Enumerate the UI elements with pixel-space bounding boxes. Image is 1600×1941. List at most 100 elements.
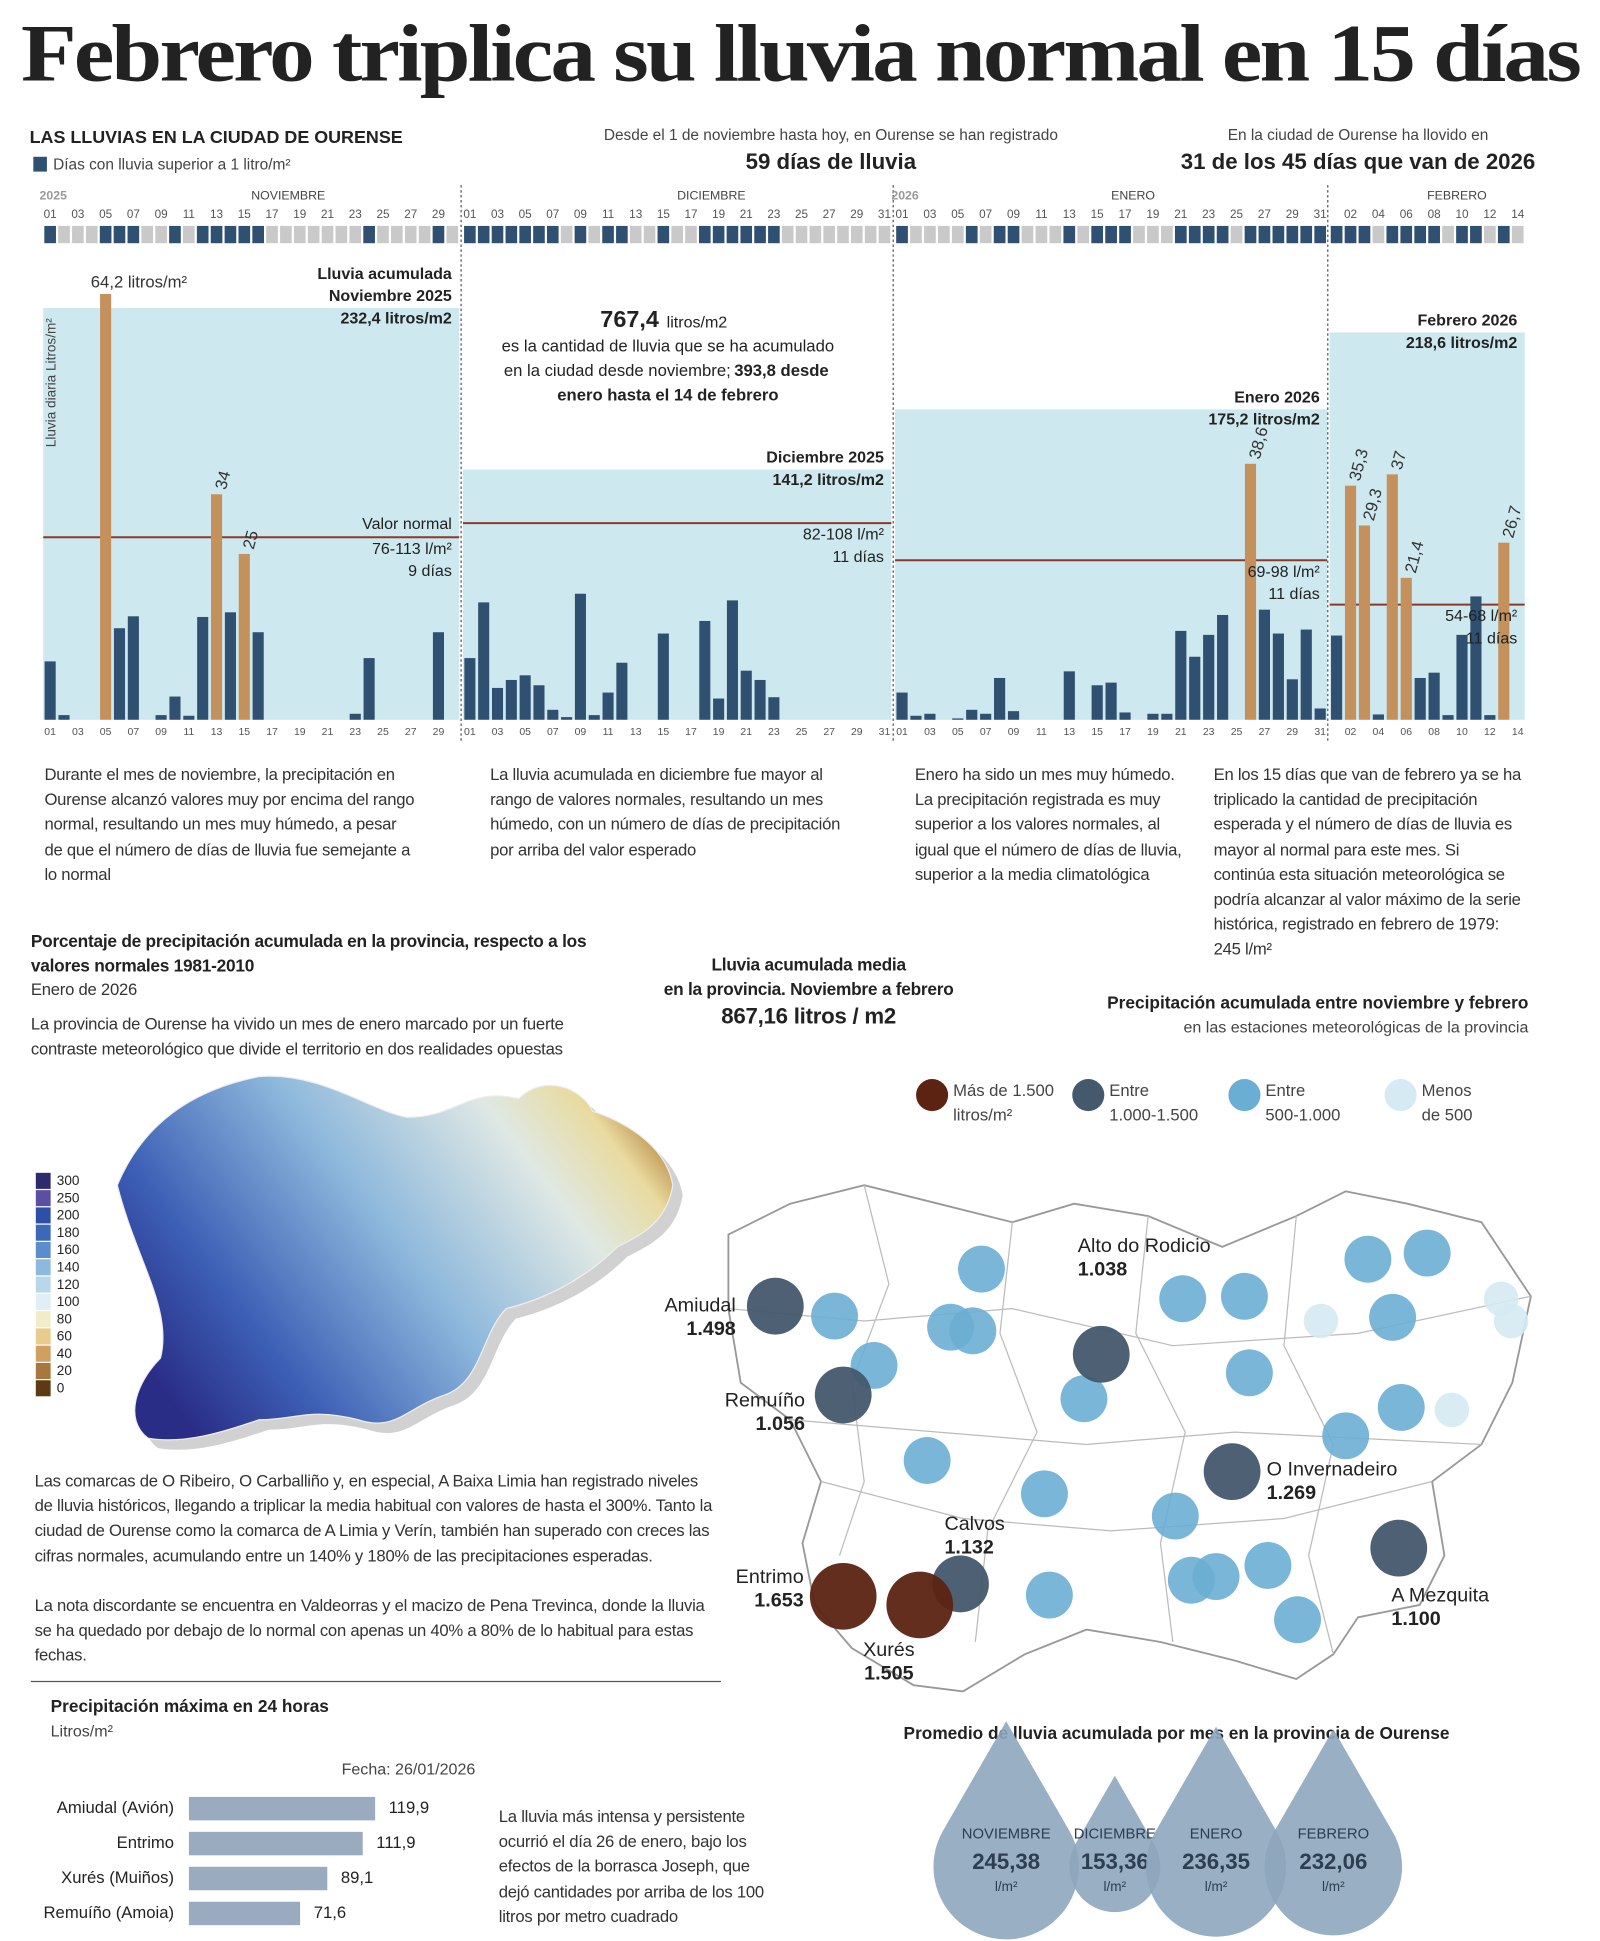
station-name: Entrimo [736, 1566, 804, 1588]
bar [1203, 634, 1215, 720]
normal-label: 69-98 l/m² [1248, 563, 1321, 581]
bar [768, 697, 780, 720]
x-tick-label: 09 [155, 208, 168, 221]
note-line: enero hasta el 14 de febrero [557, 386, 778, 405]
station-name: O Invernadeiro [1267, 1459, 1398, 1481]
day-strip-cell [293, 225, 306, 244]
day-strip-cell [1188, 225, 1201, 244]
month-accumulated-area [43, 307, 460, 720]
bar [1386, 474, 1398, 720]
normal-days: 9 días [408, 562, 452, 580]
day-strip-cell [754, 225, 766, 244]
day-strip-cell [1386, 225, 1399, 244]
day-strip-cell [155, 225, 167, 244]
day-strip-cell [1007, 225, 1020, 244]
x-tick-label: 03 [491, 208, 504, 221]
total-label: 141,2 litros/m2 [773, 471, 884, 489]
x-tick-label: 03 [71, 208, 84, 221]
day-strip-cell [1456, 225, 1468, 244]
bar [1258, 609, 1271, 720]
drop-label: FEBRERO [1298, 1826, 1370, 1842]
station-marker [1220, 1272, 1268, 1320]
day-strip-cell [113, 225, 126, 244]
bar [994, 677, 1006, 720]
drop-label: NOVIEMBRE [962, 1826, 1051, 1842]
day-strip-cell [1119, 225, 1131, 244]
legend-swatch [35, 1311, 51, 1328]
legend-swatch [35, 1241, 51, 1259]
total-name: Enero 2026 [1234, 388, 1320, 406]
day-strip-cell [1372, 225, 1385, 244]
day-strip-cell [1414, 225, 1427, 244]
legend-label: litros/m² [953, 1105, 1013, 1124]
bar [1189, 656, 1201, 720]
day-strip-cell [1286, 225, 1299, 244]
legend-swatch [35, 1380, 51, 1397]
normal-label: 54-68 l/m² [1445, 607, 1518, 625]
value-label: 34 [211, 469, 234, 492]
x-tick-label: 05 [100, 727, 112, 738]
bar [505, 679, 517, 720]
x-tick-label: 13 [1063, 727, 1075, 738]
x-tick-label: 15 [238, 208, 252, 221]
day-strip-cell [671, 225, 683, 244]
bar [1498, 542, 1510, 720]
x-tick-label: 01 [896, 208, 909, 221]
bar [155, 715, 167, 720]
x-tick-label: 19 [713, 727, 725, 738]
station-name: A Mezquita [1391, 1585, 1489, 1607]
station-marker [1244, 1541, 1292, 1589]
mean-line: Lluvia acumulada media [711, 954, 906, 975]
day-strip-cell [616, 225, 628, 244]
x-tick-label: 09 [1007, 208, 1020, 221]
day-strip-cell [1400, 225, 1413, 244]
day-strip-cell [210, 225, 223, 244]
bar [754, 679, 766, 720]
month-note: Enero ha sido un mes muy húmedo. La prec… [914, 765, 1182, 884]
x-tick-label: 02 [1345, 727, 1357, 738]
day-strip-cell [698, 225, 711, 244]
x-tick-label: 07 [979, 208, 992, 221]
x-tick-label: 11 [1036, 727, 1047, 738]
x-tick-label: 21 [740, 208, 753, 221]
station-name: Xurés [863, 1639, 915, 1661]
x-tick-label: 13 [1063, 208, 1076, 221]
day-strip-cell [238, 225, 251, 244]
station-marker [1377, 1383, 1425, 1431]
x-tick-label: 04 [1373, 727, 1385, 738]
bar [44, 661, 56, 720]
legend-label: 180 [57, 1225, 80, 1240]
station-marker [958, 1245, 1005, 1293]
drop [933, 1721, 1079, 1940]
drop-value: 245,38 [972, 1849, 1040, 1874]
normal-days: 11 días [1268, 585, 1319, 603]
bar [1175, 630, 1187, 720]
month-label: DICIEMBRE [677, 189, 746, 203]
x-tick-label: 31 [1314, 208, 1327, 221]
total-name: Diciembre 2025 [766, 449, 884, 467]
x-tick-label: 27 [1258, 208, 1271, 221]
x-tick-label: 27 [823, 208, 836, 221]
x-tick-label: 21 [1175, 727, 1187, 738]
bar [533, 685, 545, 720]
chart-text: La lluvia más intensa y persistente ocur… [498, 1807, 764, 1926]
chart-note: Fecha: 26/01/2026 [342, 1761, 476, 1779]
x-tick-label: 15 [1091, 727, 1103, 738]
x-tick-label: 14 [1512, 727, 1524, 738]
day-strip-cell [1230, 225, 1243, 244]
province-intro: La provincia de Ourense ha vivido un mes… [30, 1014, 564, 1059]
x-tick-label: 11 [183, 727, 194, 738]
bar [1300, 629, 1312, 720]
x-tick-label: 13 [211, 727, 223, 738]
legend-label: 20 [57, 1363, 73, 1378]
station-marker [1493, 1303, 1529, 1339]
day-strip-cell [1497, 225, 1510, 244]
legend-label: 300 [57, 1173, 80, 1188]
day-strip-cell [404, 225, 417, 244]
day-strip-cell [629, 225, 642, 244]
x-tick-label: 01 [44, 727, 56, 738]
header-value: 31 de los 45 días que van de 2026 [1181, 149, 1535, 174]
x-tick-label: 25 [1230, 208, 1244, 221]
x-tick-label: 09 [575, 727, 587, 738]
bar [1344, 485, 1357, 720]
